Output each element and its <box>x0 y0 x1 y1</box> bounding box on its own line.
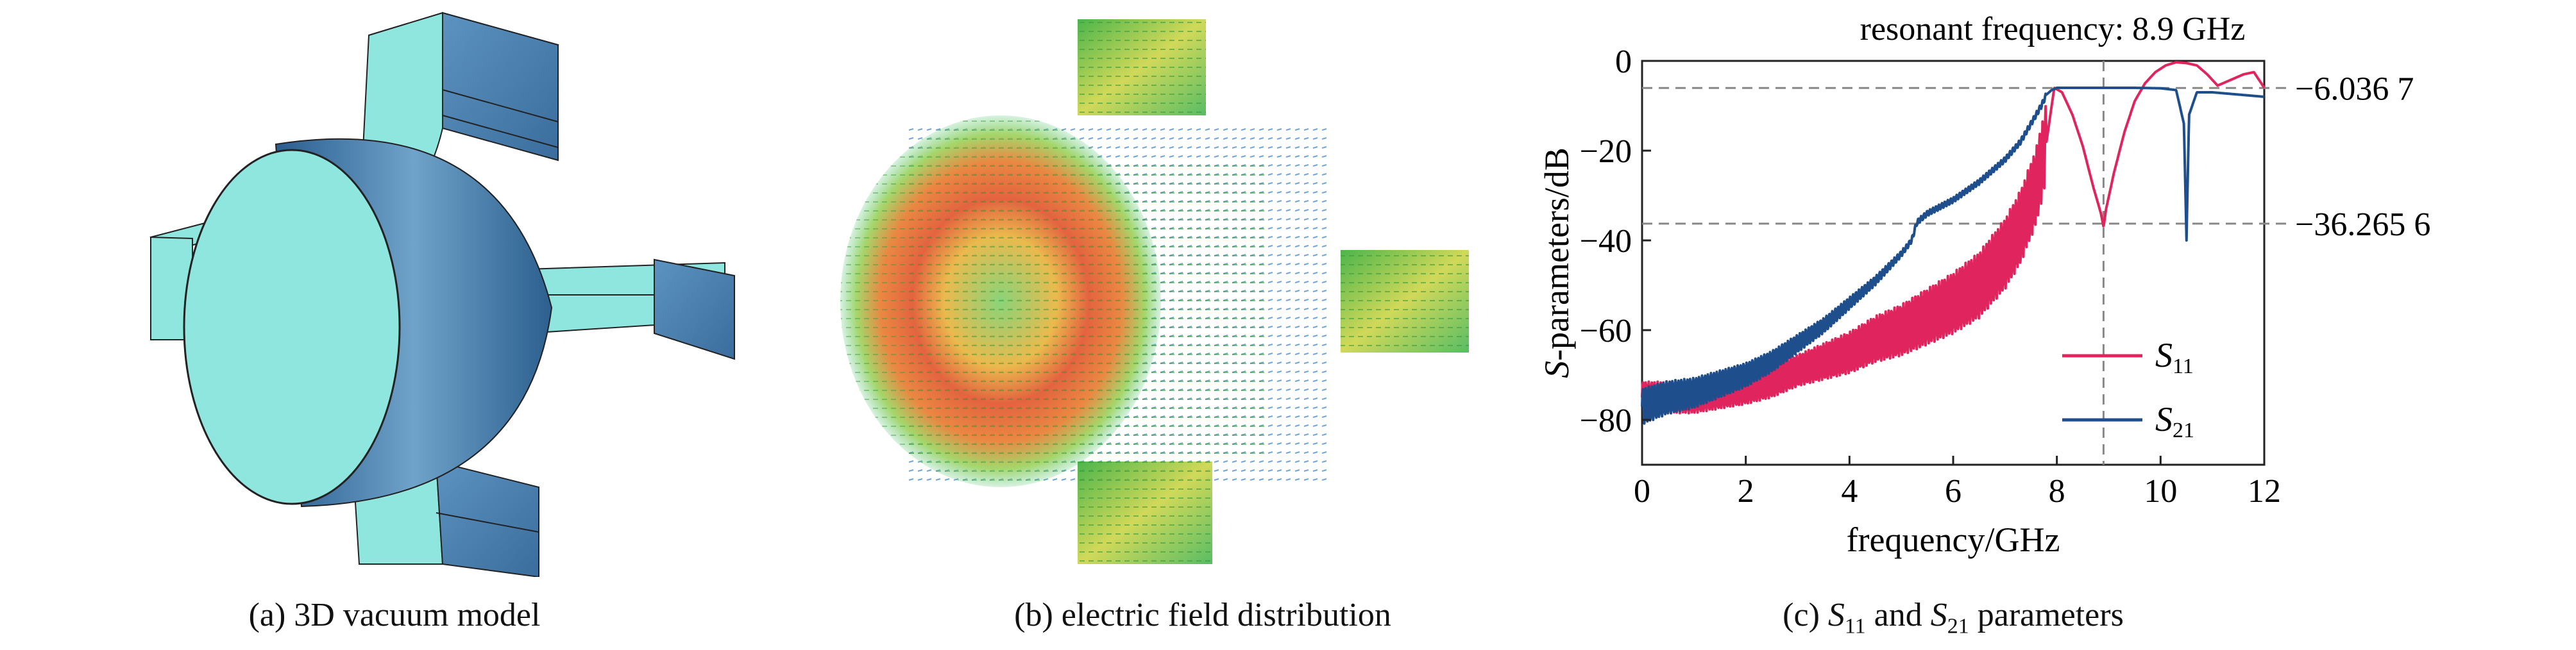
field-port-bottom <box>1078 462 1212 564</box>
panel-c: resonant frequency: 8.9 GHz −6.036 7 −36.… <box>1495 0 2576 650</box>
y-tick-label: 0 <box>1615 44 1632 80</box>
field-port-top <box>1078 19 1206 115</box>
x-tick-label: 12 <box>2248 473 2281 510</box>
panel-a: (a) 3D vacuum model <box>0 0 789 650</box>
chart-title: resonant frequency: 8.9 GHz <box>1860 11 2246 47</box>
y-tick-label: −80 <box>1580 403 1632 439</box>
legend-s21-main: S <box>2155 400 2173 438</box>
reference-line-label: −6.036 7 <box>2295 71 2414 107</box>
cylinder-face <box>183 149 401 505</box>
caption-c-s2: S <box>1930 597 1947 633</box>
series-group <box>1641 61 2266 425</box>
y-axis-label-italic: S <box>1538 361 1576 378</box>
x-tick-label: 4 <box>1841 473 1858 510</box>
caption-b: (b) electric field distribution <box>1014 597 1391 633</box>
caption-c: (c) S11 and S21 parameters <box>1783 596 2124 638</box>
legend-s11-sub: 11 <box>2173 354 2194 378</box>
x-tick-label: 8 <box>2049 473 2065 510</box>
series-line-s21 <box>1641 87 2266 425</box>
x-tick-label: 2 <box>1738 473 1754 510</box>
x-axis-label: frequency/GHz <box>1847 521 2060 559</box>
electric-field-illustration <box>840 19 1469 564</box>
legend-s11-main: S <box>2155 336 2173 374</box>
legend-s11-label: S11 <box>2155 336 2194 378</box>
x-tick-label: 0 <box>1634 473 1650 510</box>
panel-b: (b) electric field distribution <box>808 0 1597 650</box>
field-port-right <box>1341 250 1469 353</box>
y-axis-ticks: 0 −20 −40 −60 −80 <box>1580 44 1651 439</box>
chart-legend: S11 S21 <box>2062 336 2194 442</box>
right-arm <box>525 258 735 360</box>
caption-c-mid: and <box>1865 597 1931 633</box>
plot-area: −6.036 7 −36.265 6 0 2 4 6 8 10 12 0 −20 −40 −60 −8… <box>1580 44 2431 510</box>
y-axis-label: S-parameters/dB <box>1538 147 1576 378</box>
legend-s21-sub: 21 <box>2173 419 2194 442</box>
y-tick-label: −60 <box>1580 313 1632 349</box>
caption-c-suffix: parameters <box>1969 597 2124 633</box>
caption-c-sub2: 21 <box>1947 614 1969 638</box>
x-tick-label: 6 <box>1945 473 1962 510</box>
caption-c-sub1: 11 <box>1844 614 1866 638</box>
reference-line-label: −36.265 6 <box>2295 206 2430 243</box>
field-body <box>840 115 1331 487</box>
caption-a: (a) 3D vacuum model <box>248 597 541 633</box>
reference-lines: −6.036 7 −36.265 6 <box>1642 61 2430 465</box>
y-axis-label-rest: -parameters/dB <box>1538 147 1576 361</box>
caption-c-prefix: (c) <box>1783 597 1828 633</box>
vacuum-model-illustration <box>149 12 735 578</box>
y-tick-label: −40 <box>1580 223 1632 260</box>
legend-s21-label: S21 <box>2155 400 2194 442</box>
x-axis-ticks: 0 2 4 6 8 10 12 <box>1634 456 2281 510</box>
s-parameter-chart: resonant frequency: 8.9 GHz −6.036 7 −36.… <box>1538 11 2431 559</box>
x-tick-label: 10 <box>2144 473 2177 510</box>
y-tick-label: −20 <box>1580 133 1632 170</box>
caption-c-s1: S <box>1827 597 1845 633</box>
